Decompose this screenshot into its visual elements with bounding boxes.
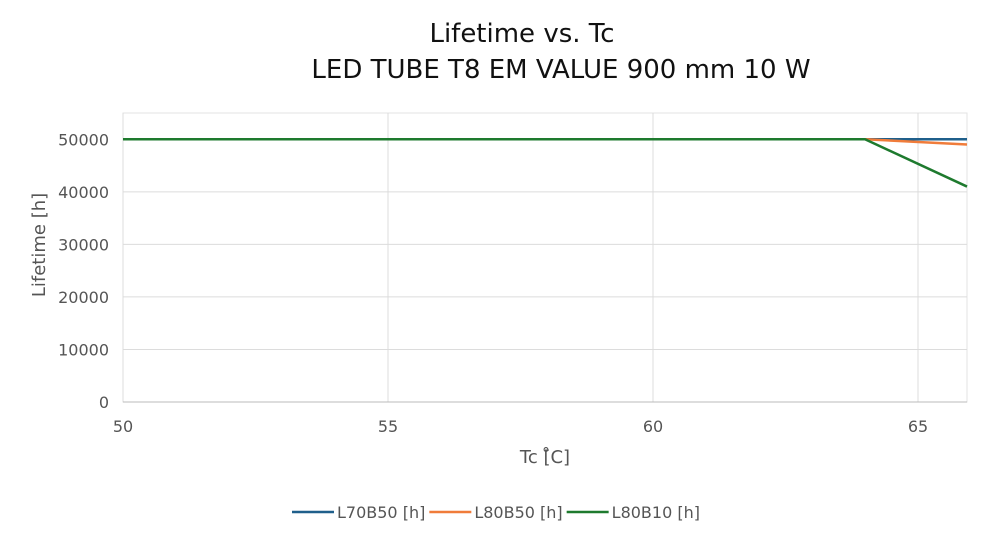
legend-label: L70B50 [h] <box>337 503 425 522</box>
x-tick-label: 55 <box>378 417 398 436</box>
x-tick-label: 60 <box>643 417 663 436</box>
legend-label: L80B50 [h] <box>474 503 562 522</box>
legend-label: L80B10 [h] <box>612 503 700 522</box>
plot-area <box>122 112 968 403</box>
x-tick-label: 50 <box>113 417 133 436</box>
y-tick-label: 20000 <box>58 288 109 307</box>
y-tick-label: 50000 <box>58 130 109 149</box>
x-tick-label: 65 <box>908 417 928 436</box>
tick-labels: 50 55 60 65 0 10000 20000 30000 40000 50000 <box>58 130 928 436</box>
grid <box>122 112 968 403</box>
chart-subtitle: LED TUBE T8 EM VALUE 900 mm 10 W <box>311 55 810 85</box>
chart-title: Lifetime vs. Tc <box>429 19 614 49</box>
y-tick-label: 40000 <box>58 183 109 202</box>
y-tick-label: 30000 <box>58 235 109 254</box>
series-lines <box>123 138 968 188</box>
series-line <box>123 138 968 188</box>
y-tick-label: 0 <box>99 393 109 412</box>
y-axis-label: Lifetime [h] <box>29 193 50 297</box>
x-axis-label: Tc [̊C] <box>519 447 570 468</box>
legend: L70B50 [h] L80B50 [h] L80B10 [h] <box>292 503 700 522</box>
y-tick-label: 10000 <box>58 340 109 359</box>
